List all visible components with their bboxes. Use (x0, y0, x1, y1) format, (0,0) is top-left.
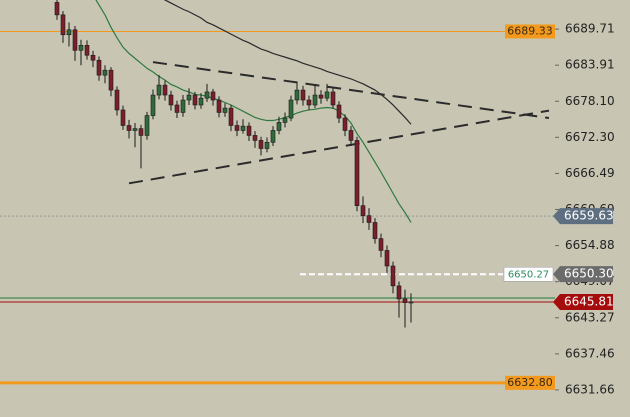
level-tag-label: 6650.27 (508, 269, 549, 280)
level-tag (505, 24, 555, 39)
candle-body (120, 109, 126, 126)
candle-body (384, 250, 390, 267)
candle-body (246, 125, 252, 136)
candle-body (96, 59, 102, 76)
candle-body (84, 45, 90, 56)
candle-body (252, 135, 258, 141)
candle-body (216, 99, 222, 113)
trendline (128, 109, 550, 185)
candle-body (156, 84, 162, 96)
candle-body (372, 222, 378, 239)
level-tag-label: 6650.30 (564, 267, 614, 281)
candle-body (348, 130, 354, 141)
candle-body (276, 122, 282, 131)
candle-body (186, 94, 192, 101)
candle-body (294, 89, 300, 101)
candle-body (342, 117, 348, 131)
candle-body (102, 69, 108, 76)
candle-body (288, 99, 294, 119)
candle-body (150, 94, 156, 116)
candle-body (60, 14, 66, 36)
candle-body (366, 215, 372, 223)
candle-body (360, 205, 366, 216)
candle-body (168, 94, 174, 106)
candle-body (312, 94, 318, 106)
candle-body (270, 130, 276, 143)
candle-body (330, 91, 336, 106)
candle-body (378, 238, 384, 251)
candle-body (354, 140, 360, 206)
candle-body (408, 301, 414, 304)
candle-body (258, 140, 264, 149)
candle-body (78, 45, 84, 51)
level-tag (553, 266, 613, 283)
level-tag-label: 6659.63 (564, 209, 614, 223)
candle-body (54, 2, 60, 16)
candle-body (162, 84, 168, 96)
candle-body (228, 107, 234, 126)
plot-area (0, 0, 555, 385)
candle-body (114, 89, 120, 111)
candle-body (138, 128, 144, 136)
level-tag-label: 6632.80 (507, 376, 553, 389)
candle-body (90, 54, 96, 61)
y-tick-label: 6637.46 (565, 346, 615, 360)
candle-body (282, 117, 288, 123)
level-tag (553, 293, 613, 310)
y-tick-label: 6672.30 (565, 130, 615, 144)
level-tag (553, 208, 613, 225)
candle-body (336, 104, 342, 119)
candle-body (210, 91, 216, 101)
level-tag (503, 267, 554, 282)
y-tick-label: 6683.91 (565, 58, 615, 72)
candle-body (192, 94, 198, 106)
candle-body (180, 99, 186, 113)
candle-body (240, 125, 246, 131)
candle-body (198, 97, 204, 106)
candle-body (390, 265, 396, 287)
candle-body (306, 99, 312, 106)
candle-body (108, 69, 114, 91)
level-tag (505, 375, 555, 390)
y-tick-label: 6631.66 (565, 382, 615, 396)
candle-body (72, 29, 78, 51)
trendline (152, 61, 550, 120)
candle-body (402, 298, 408, 303)
candle-body (234, 125, 240, 131)
price-axis: 6689.716683.916678.106672.306666.496660.… (555, 22, 615, 396)
y-tick-label: 6654.88 (565, 238, 615, 252)
y-tick-label: 6678.10 (565, 94, 615, 108)
moving-average-line (95, 0, 412, 223)
candle-body (318, 94, 324, 99)
level-tag-label: 6689.33 (507, 24, 553, 37)
level-tag-label: 6645.81 (564, 294, 614, 308)
candle-body (126, 125, 132, 131)
candle-body (300, 89, 306, 101)
candle-body (396, 285, 402, 300)
y-tick-label: 6666.49 (565, 166, 615, 180)
candle-body (132, 128, 138, 131)
moving-average-line (163, 0, 412, 125)
y-tick-label: 6689.71 (565, 22, 615, 36)
candle-body (66, 29, 72, 36)
candle-body (174, 104, 180, 113)
y-tick-label: 6643.27 (565, 310, 615, 324)
candle-body (324, 91, 330, 99)
candle-body (222, 107, 228, 113)
candle-body (144, 115, 150, 136)
candle-body (204, 91, 210, 99)
candle-body (264, 141, 270, 149)
price-tags: 6689.33 6632.80 6659.63 6650.30 6650.27 6645.… (503, 24, 614, 390)
